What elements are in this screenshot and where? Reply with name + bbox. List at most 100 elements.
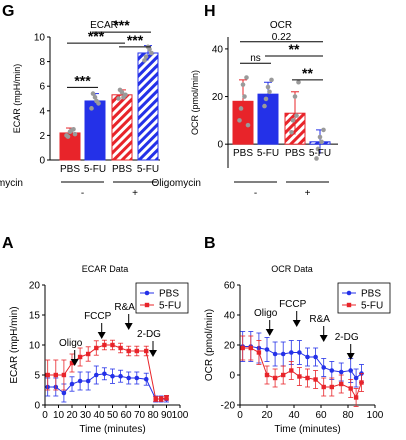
data-point (262, 103, 267, 109)
annotation-label: FCCP (279, 299, 307, 310)
legend-label: 5-FU (361, 301, 383, 312)
data-point (269, 77, 274, 83)
y-tick-label: 10 (34, 33, 46, 44)
y-tick-label: 10 (29, 341, 41, 352)
data-point (338, 369, 344, 375)
data-point (353, 375, 359, 381)
y-tick-label: 4 (39, 106, 45, 117)
data-point (272, 375, 278, 381)
y-axis-label: OCR (pmol/min) (190, 70, 200, 135)
panel-letter-g: G (2, 3, 14, 20)
annotation-label: Oligo (59, 338, 83, 349)
data-point (319, 139, 324, 145)
data-point (248, 345, 253, 351)
annotation-label: 2-DG (335, 332, 359, 343)
y-tick-label: 0 (217, 140, 223, 151)
group-sign: - (81, 188, 84, 199)
y-axis-label: OCR (pmol/min) (204, 309, 215, 381)
data-point (294, 113, 299, 118)
data-point (158, 396, 164, 402)
bar (111, 94, 133, 161)
x-tick-label: 20 (261, 410, 273, 421)
x-tick-label: PBS (112, 164, 132, 175)
data-point (272, 351, 278, 357)
data-point (45, 372, 50, 378)
data-point (65, 134, 71, 139)
significance-label: ns (250, 53, 261, 64)
y-tick-label: 0 (34, 401, 40, 412)
data-point (313, 354, 318, 360)
data-point (134, 375, 140, 381)
x-tick-label: 80 (147, 410, 159, 421)
data-point (292, 94, 298, 99)
data-point (94, 372, 99, 378)
data-point (348, 368, 354, 373)
x-tick-label: 90 (161, 410, 173, 421)
legend-label: PBS (361, 289, 381, 300)
x-tick-label: 80 (342, 410, 354, 421)
data-point (238, 106, 244, 111)
data-point (126, 348, 131, 354)
data-point (164, 395, 169, 400)
x-tick-label: 50 (107, 410, 119, 421)
annotation-arrow-head (265, 329, 274, 336)
data-point (256, 350, 262, 355)
y-tick-label: -20 (221, 401, 236, 412)
data-point (110, 342, 115, 348)
y-axis-label: ECAR (mpH/min) (9, 306, 20, 383)
data-point (297, 350, 302, 355)
data-point (359, 380, 364, 385)
data-point (267, 89, 272, 95)
data-point (329, 384, 334, 390)
data-point (321, 127, 326, 133)
series-line (47, 344, 167, 400)
x-tick-label: 40 (93, 410, 105, 421)
annotation-arrow-head (149, 350, 157, 357)
data-point (126, 375, 131, 381)
data-point (69, 381, 75, 387)
y-tick-label: 8 (39, 57, 45, 68)
y-tick-label: 2 (39, 131, 45, 142)
data-point (289, 350, 294, 355)
y-tick-label: 0 (39, 156, 45, 167)
y-tick-label: 40 (224, 311, 236, 322)
data-point (240, 82, 246, 87)
chart-title: ECAR (90, 20, 118, 31)
bar (84, 100, 106, 161)
data-point (289, 129, 294, 135)
legend-marker (144, 302, 150, 308)
data-point (317, 134, 323, 140)
y-tick-label: 15 (29, 311, 41, 322)
data-point (134, 348, 139, 354)
panel-letter-h: H (204, 3, 216, 20)
data-point (348, 386, 353, 391)
data-point (305, 375, 310, 381)
data-point (149, 50, 154, 56)
data-point (237, 118, 242, 123)
significance-label: 0.22 (272, 32, 292, 43)
data-point (121, 94, 126, 100)
x-tick-label: 10 (53, 410, 65, 421)
significance-label: *** (127, 32, 144, 48)
x-tick-label: 100 (367, 410, 384, 421)
chart-ocr-bar: OCR 0 20 40 OCR (pmol/min) PBS 5-FU PBS 5-FU 0.22… (152, 20, 338, 199)
data-point (61, 390, 67, 396)
x-tick-label: 5-FU (309, 148, 331, 159)
data-point (242, 94, 247, 99)
annotation-arrow-head (70, 359, 79, 366)
significance-label: *** (113, 17, 130, 33)
data-point (315, 146, 321, 152)
data-point (110, 373, 115, 379)
legend-marker (346, 290, 352, 296)
x-tick-label: 20 (66, 410, 78, 421)
data-point (321, 384, 326, 390)
series-line (242, 346, 362, 379)
annotation-label: FCCP (84, 311, 112, 322)
data-point (85, 378, 91, 384)
x-tick-label: 5-FU (257, 148, 279, 159)
data-point (69, 128, 74, 133)
data-point (289, 368, 294, 373)
y-tick-label: 0 (229, 371, 235, 382)
